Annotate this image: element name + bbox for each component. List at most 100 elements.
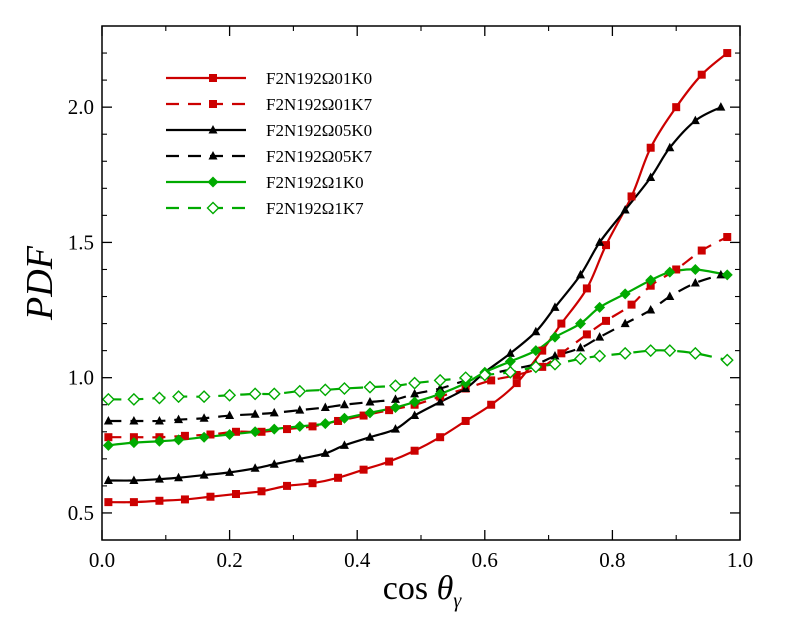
series-0-point-3 <box>180 495 189 504</box>
series-2-point-26 <box>716 102 726 111</box>
series-0-point-22 <box>646 143 655 152</box>
legend-marker <box>208 125 218 134</box>
series-0-point-15 <box>487 400 496 409</box>
axis-ticks <box>101 26 741 540</box>
series-3-point-5 <box>225 410 235 420</box>
series-5-point-1 <box>127 392 141 406</box>
series-3-point-26 <box>716 269 726 279</box>
series-5-point-12 <box>388 379 402 393</box>
series-0-point-4 <box>206 492 215 501</box>
series-2-point-0 <box>103 475 113 484</box>
series-3-point-14 <box>435 383 445 393</box>
x-axis-title-subscript: γ <box>453 590 462 612</box>
series-1-point-3 <box>180 431 189 440</box>
legend-label: F2N192Ω05K0 <box>266 121 372 140</box>
series-0-point-14 <box>461 416 470 425</box>
series-0-point-19 <box>582 284 591 293</box>
legend-entry-0: F2N192Ω01K0 <box>166 69 372 88</box>
series-0-point-23 <box>672 103 681 112</box>
series-1-point-16 <box>512 370 521 379</box>
x-axis-title-main: cos <box>383 570 437 607</box>
series-5-point-13 <box>408 376 422 390</box>
series-0-point-1 <box>129 498 138 507</box>
series-4-point-17 <box>504 355 516 367</box>
plot-markers <box>101 49 734 507</box>
y-tick-label: 1.0 <box>68 366 94 390</box>
series-3-point-20 <box>576 342 585 352</box>
series-2-point-3 <box>174 472 184 482</box>
legend-marker <box>208 151 218 160</box>
series-5-point-16 <box>478 368 492 382</box>
series-1-point-23 <box>672 265 681 274</box>
series-4-point-10 <box>338 412 350 424</box>
series-5-point-17 <box>503 365 517 379</box>
series-5-point-26 <box>720 353 734 367</box>
series-3-point-10 <box>339 399 349 409</box>
series-2-point-8 <box>295 453 305 463</box>
x-tick-label: 0.6 <box>472 548 498 572</box>
series-0-point-8 <box>308 479 317 488</box>
series-2-point-20 <box>576 269 585 279</box>
series-0-point-21 <box>627 192 636 201</box>
series-3-point-9 <box>320 402 330 411</box>
series-4-point-25 <box>689 263 701 275</box>
y-tick-label: 2.0 <box>68 95 94 119</box>
series-3-point-21 <box>595 332 605 341</box>
series-4-point-1 <box>128 437 140 449</box>
series-4-point-13 <box>409 396 421 408</box>
series-0-point-11 <box>385 457 394 466</box>
series-2-point-24 <box>665 142 675 152</box>
series-2-point-6 <box>250 463 260 472</box>
series-5-point-18 <box>529 360 543 374</box>
series-4-point-8 <box>294 420 306 432</box>
series-0-point-13 <box>436 433 445 442</box>
legend-label: F2N192Ω1K7 <box>266 199 364 218</box>
series-3-point-2 <box>154 415 164 425</box>
x-tick-label: 1.0 <box>727 548 753 572</box>
legend-marker <box>209 74 217 82</box>
series-2-point-17 <box>505 348 515 357</box>
series-3-point-1 <box>129 415 139 425</box>
x-axis-title: cos θγ <box>383 570 463 612</box>
series-3-point-6 <box>250 409 260 418</box>
series-4-point-7 <box>268 423 280 435</box>
series-2-point-12 <box>390 424 400 433</box>
series-0-point-0 <box>104 498 113 507</box>
x-axis-title-theta: θ <box>437 570 454 607</box>
series-5-point-14 <box>433 373 447 387</box>
series-0-point-17 <box>538 346 547 355</box>
series-3-point-12 <box>390 394 400 403</box>
series-1-point-20 <box>602 316 611 325</box>
series-2-point-22 <box>620 204 630 214</box>
legend-label: F2N192Ω1K0 <box>266 173 364 192</box>
series-5-point-10 <box>337 382 351 395</box>
series-5-point-2 <box>152 391 166 405</box>
series-3-point-19 <box>550 351 560 360</box>
legend-entry-2: F2N192Ω05K0 <box>166 121 372 140</box>
series-1-point-15 <box>487 376 496 385</box>
series-5-point-0 <box>101 392 115 406</box>
series-2-point-19 <box>550 302 560 311</box>
series-1-point-11 <box>385 406 394 415</box>
series-5-point-8 <box>293 384 307 398</box>
legend-label: F2N192Ω01K0 <box>266 69 372 88</box>
series-5-point-6 <box>248 387 262 401</box>
series-5-point-7 <box>267 387 281 401</box>
series-4-point-24 <box>664 266 676 278</box>
legend: F2N192Ω01K0 F2N192Ω01K7 F2N192Ω05K0 F2N192Ω… <box>166 69 373 218</box>
series-3-point-4 <box>199 413 209 422</box>
series-1-point-8 <box>308 422 317 431</box>
series-4-point-12 <box>389 401 401 413</box>
series-2-point-13 <box>410 410 420 420</box>
series-1-point-4 <box>206 430 215 439</box>
legend-entry-3: F2N192Ω05K7 <box>166 147 373 166</box>
series-0-point-20 <box>602 241 611 250</box>
series-4-point-26 <box>721 269 733 281</box>
series-3-point-8 <box>295 405 305 414</box>
series-2-point-7 <box>269 459 279 468</box>
series-4-point-6 <box>249 426 261 438</box>
series-5-point-24 <box>663 344 677 358</box>
series-0-point-9 <box>334 473 343 482</box>
series-1-point-24 <box>697 246 706 255</box>
